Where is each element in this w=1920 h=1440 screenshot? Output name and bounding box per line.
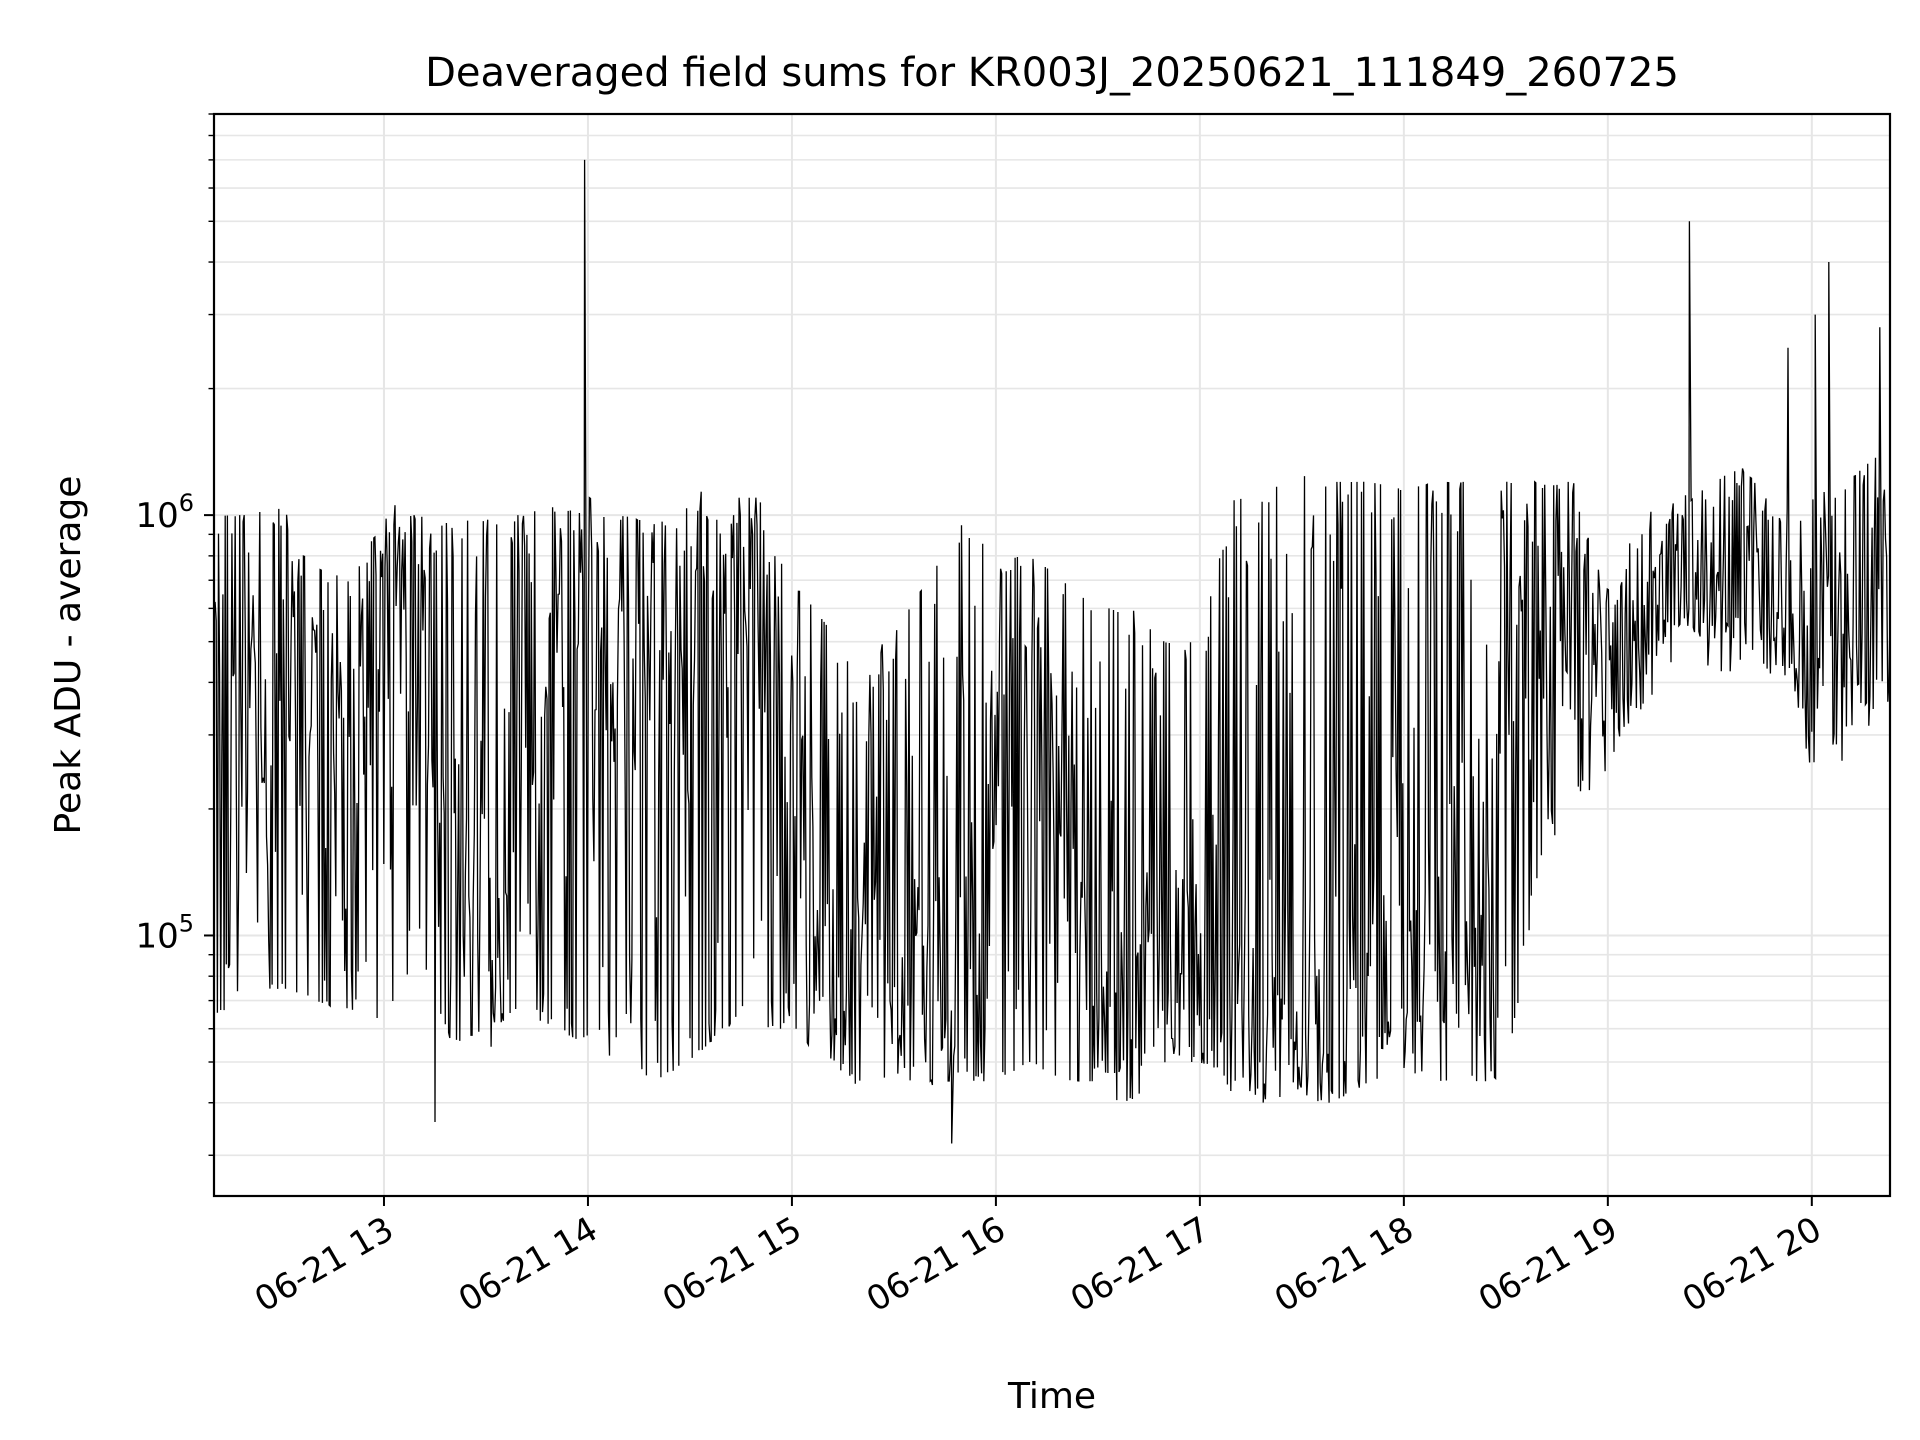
y-tick-label: 105 [135, 909, 194, 956]
x-axis-label: Time [1007, 1376, 1096, 1417]
y-axis-label: Peak ADU - average [48, 476, 89, 835]
plot-frame [212, 112, 1892, 1198]
series-line [213, 159, 1891, 1144]
y-tick-label: 106 [135, 489, 194, 536]
series-path [213, 159, 1891, 1144]
chart-title: Deaveraged field sums for KR003J_2025062… [425, 50, 1679, 96]
